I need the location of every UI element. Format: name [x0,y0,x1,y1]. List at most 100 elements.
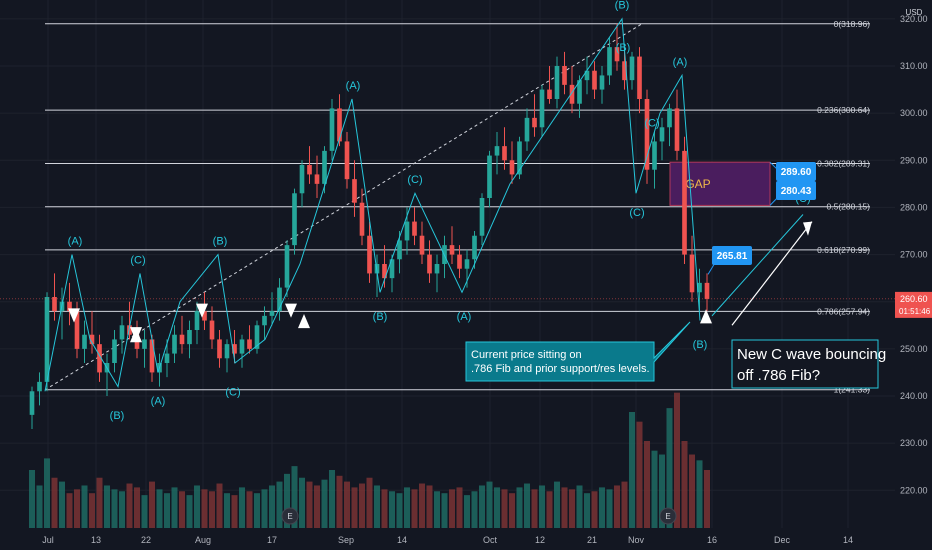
note-1-line: Current price sitting on [471,349,582,361]
volume-bar [216,483,223,528]
candle-body [539,89,545,128]
volume-bar [651,450,658,528]
volume-bar [359,483,365,528]
volume-bar [456,487,463,528]
candle-body [569,84,575,104]
candle-body [427,254,432,274]
wave-label: (C) [644,118,659,130]
note-1-line: .786 Fib and prior support/res levels. [471,363,650,375]
volume-bar [66,493,73,528]
time-tick-label: Nov [628,535,645,545]
volume-bar [659,454,665,528]
candle-body [82,334,87,349]
candle-body [52,297,57,312]
volume-bar [396,493,403,528]
volume-bar [561,487,568,528]
volume-bar [291,466,298,528]
volume-bar [599,487,605,528]
candle-body [224,344,230,359]
volume-bar [329,470,335,528]
volume-bar [689,454,695,528]
callout-value: 280.43 [781,186,812,197]
volume-bar [239,487,245,528]
time-tick-label: 22 [141,535,151,545]
candle-body [667,108,672,128]
earnings-marker-circle [281,507,299,525]
pivot-down-triangle [285,303,297,318]
volume-bar [501,489,508,528]
trend-lines[interactable] [44,23,813,391]
volume-bar [584,493,590,528]
candle-body [142,339,147,349]
elliott-wave-overlay[interactable]: (A) (B) (C) (A) (B) (C) (A) (B) (C) (A) (B) (C) (B) (… [44,0,811,525]
candle-body [202,311,207,321]
volume-bar [44,458,50,528]
volume-bars [29,392,710,528]
wave-path [44,17,701,392]
candle-body [187,330,192,345]
candle-body [382,264,387,279]
wave-label: (B) [616,42,631,54]
fib-level-label: 0.786(257.94) [817,306,870,316]
candle-body [659,127,665,142]
note-2-line: New C wave bouncing [737,346,886,363]
volume-bar [464,495,470,528]
volume-bar [179,491,185,528]
candle-body [494,146,500,156]
candle-body [179,334,185,345]
candle-body [472,235,477,260]
volume-bar [374,485,380,528]
candle-body [584,70,590,81]
candle-body [614,47,620,62]
fib-level-label: 0.618(270.99) [817,245,870,255]
volume-bar [636,421,643,528]
candle-body [622,61,627,81]
time-axis[interactable]: Jul 13 22 Aug 17 Sep 14 Oct 12 21 Nov 16 Dec 14 [0,528,895,550]
pivot-down-triangle [68,308,80,323]
fib-level-label: 0(318.96) [834,19,871,29]
time-tick-label: 14 [843,535,853,545]
price-tick-label: 250.00 [900,344,928,354]
callout-value: 265.81 [717,251,748,262]
volume-bar [389,491,395,528]
volume-bar [321,479,328,528]
candle-body [644,99,650,170]
time-tick-label: 14 [397,535,407,545]
candle-body [172,334,177,354]
candle-body [682,150,687,255]
candle-body [29,391,35,415]
candle-body [232,344,237,354]
volume-bar [576,485,583,528]
volume-bar [516,487,523,528]
wave-label: (B) [615,0,630,12]
volume-bar [74,489,80,528]
candle-body [194,311,200,330]
volume-bar [569,489,575,528]
volume-bar [59,481,65,528]
volume-bar [404,487,410,528]
volume-bar [486,481,493,528]
wave-label: (B) [110,410,125,422]
annotation-notes[interactable]: Current price sitting on .786 Fib and pri… [465,321,886,389]
price-axis-bg [895,0,932,550]
candle-body [464,259,470,269]
candle-body [697,282,702,293]
volume-bar [276,481,283,528]
candle-body [254,325,260,349]
price-callouts[interactable]: 289.60 280.43 265.81 [707,161,816,275]
note-2-line: off .786 Fib? [737,367,820,384]
note-1-box [465,321,691,382]
time-tick-label: Dec [774,535,791,545]
candle-body [517,141,522,175]
candle-body [277,287,282,312]
pivot-up-triangle [130,328,142,343]
candle-body [434,264,440,274]
candle-body [344,141,350,180]
last-price-value: 260.60 [900,294,928,304]
candle-body [337,108,342,142]
wave-label: (A) [346,80,361,92]
candle-body [119,325,125,340]
